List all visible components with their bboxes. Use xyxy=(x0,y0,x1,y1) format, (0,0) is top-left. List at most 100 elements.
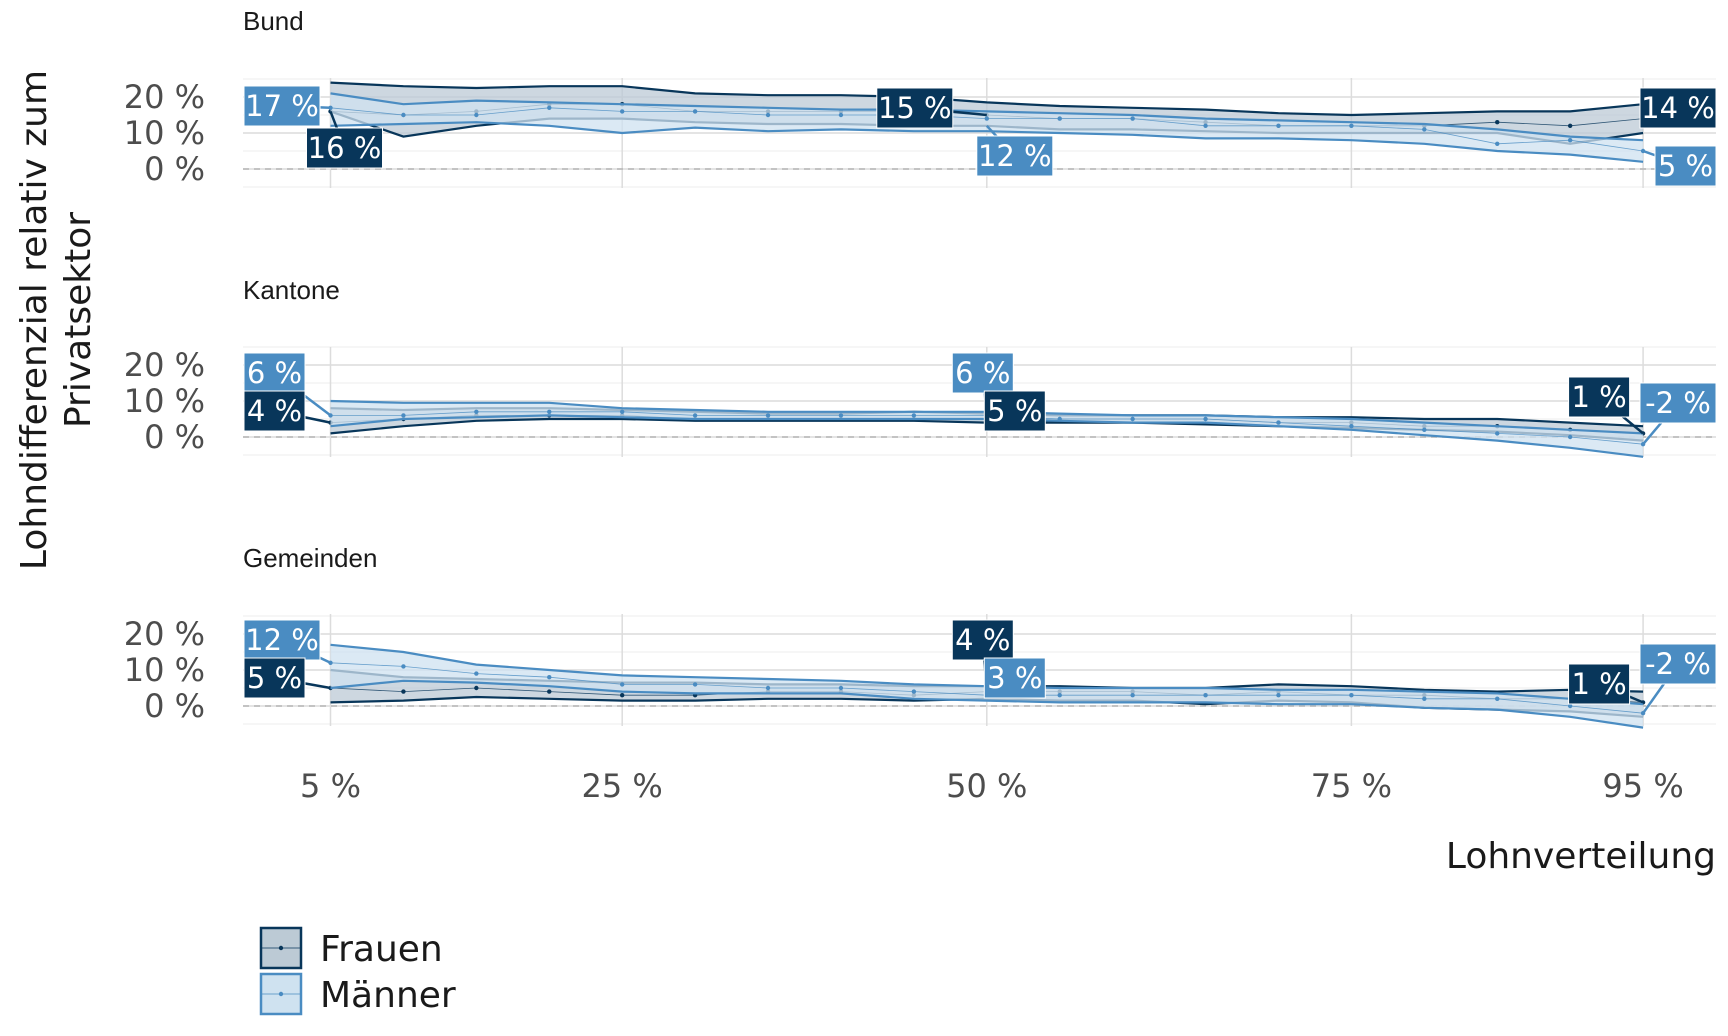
value-label: 4 % xyxy=(955,623,1010,657)
data-point xyxy=(692,682,698,687)
data-point xyxy=(765,112,771,118)
data-point xyxy=(692,413,698,418)
y-tick-label: 10 % xyxy=(124,114,205,152)
ribbon-lower-line xyxy=(330,121,1644,163)
value-label: 12 % xyxy=(978,139,1052,173)
data-point xyxy=(838,112,844,118)
value-label: 5 % xyxy=(247,661,302,695)
value-label: 1 % xyxy=(1571,667,1626,701)
y-tick-label: 10 % xyxy=(124,651,205,689)
data-point xyxy=(1567,703,1573,709)
x-axis-title: Lohnverteilung xyxy=(1446,836,1716,877)
data-point xyxy=(1567,434,1573,440)
value-label-box xyxy=(983,657,1046,699)
facet-title: Kantone xyxy=(243,275,340,305)
data-point xyxy=(1567,123,1573,128)
facet-title: Gemeinden xyxy=(243,543,377,573)
value-label: 5 % xyxy=(987,394,1042,428)
value-label-box xyxy=(951,352,1014,394)
ribbon-maenner xyxy=(330,401,1644,457)
value-label: -2 % xyxy=(1645,647,1711,681)
value-label: 4 % xyxy=(247,394,302,428)
data-point xyxy=(1495,431,1500,436)
data-point xyxy=(984,116,989,121)
ribbon-upper-line xyxy=(330,81,1644,117)
y-tick-label: 20 % xyxy=(124,346,205,384)
panel-kantone: Kantone 0 %10 %20 % 6 % 4 % 6 % 5 % 1 % -2 % xyxy=(124,275,1717,458)
data-point xyxy=(547,689,552,694)
value-label-box xyxy=(243,657,306,699)
value-label: 14 % xyxy=(1641,91,1715,125)
data-point xyxy=(1567,138,1573,143)
data-point xyxy=(1057,116,1062,121)
data-point xyxy=(1130,116,1135,121)
data-point xyxy=(838,685,844,691)
data-point xyxy=(1422,427,1427,432)
y-tick-label: 20 % xyxy=(124,78,205,116)
data-point xyxy=(547,409,552,414)
data-point xyxy=(911,413,917,418)
data-point xyxy=(401,112,406,118)
data-point xyxy=(1495,141,1500,146)
data-point xyxy=(1276,693,1281,698)
data-point xyxy=(1349,424,1354,429)
x-tick-label: 5 % xyxy=(300,767,361,805)
value-label-box xyxy=(243,85,321,127)
value-label-box xyxy=(983,390,1046,432)
value-label: 17 % xyxy=(245,89,319,123)
data-point xyxy=(1203,123,1208,128)
value-label-box xyxy=(1639,643,1717,685)
x-tick-label: 95 % xyxy=(1602,767,1683,805)
data-point xyxy=(474,685,479,691)
legend-swatch-dot xyxy=(278,991,284,997)
data-point xyxy=(765,413,771,418)
y-tick-label: 0 % xyxy=(144,418,205,456)
value-label-box xyxy=(1568,663,1631,705)
value-label-box xyxy=(1568,376,1631,418)
value-label: 5 % xyxy=(1658,149,1713,183)
data-point xyxy=(1203,693,1208,698)
data-point xyxy=(1276,420,1281,425)
value-label: -2 % xyxy=(1645,386,1711,420)
value-label: 6 % xyxy=(955,356,1010,390)
x-tick-label: 75 % xyxy=(1311,767,1392,805)
data-point xyxy=(474,409,479,414)
data-point xyxy=(1057,416,1062,422)
y-tick-label: 0 % xyxy=(144,150,205,188)
data-point xyxy=(911,689,917,694)
data-point xyxy=(619,693,625,698)
legend-swatch-dot xyxy=(278,945,284,951)
data-point xyxy=(619,409,625,414)
data-point xyxy=(401,664,406,669)
data-point xyxy=(692,109,698,114)
value-label-box xyxy=(876,87,954,129)
legend-label: Männer xyxy=(320,975,456,1016)
panel-gemeinden: Gemeinden 0 %10 %20 % 12 % 5 % 4 % 3 % 1 % -2 % xyxy=(124,543,1717,729)
data-point xyxy=(1203,416,1208,422)
ribbon-lower-line xyxy=(330,679,1644,729)
x-axis: 5 % 25 % 50 % 75 % 95 % xyxy=(300,767,1684,805)
y-axis-title-line: Privatsektor xyxy=(58,212,99,428)
value-label: 15 % xyxy=(878,91,952,125)
value-label: 16 % xyxy=(308,131,382,165)
data-point xyxy=(401,413,406,418)
data-point xyxy=(1422,696,1427,701)
value-label-box xyxy=(306,127,384,169)
x-tick-label: 25 % xyxy=(582,767,663,805)
data-point xyxy=(1349,123,1354,128)
y-axis-title-line: Lohndifferenzial relativ zum xyxy=(14,70,55,570)
data-point xyxy=(1422,127,1427,132)
data-point xyxy=(1349,693,1354,698)
ribbon-upper-line xyxy=(330,92,1644,142)
data-point xyxy=(1130,693,1135,698)
data-point xyxy=(1276,123,1281,128)
value-label-box xyxy=(243,352,306,394)
value-label-box xyxy=(951,619,1014,661)
data-point xyxy=(547,105,552,111)
data-point xyxy=(619,109,625,114)
value-label: 3 % xyxy=(987,661,1042,695)
value-label-box xyxy=(1639,382,1717,424)
